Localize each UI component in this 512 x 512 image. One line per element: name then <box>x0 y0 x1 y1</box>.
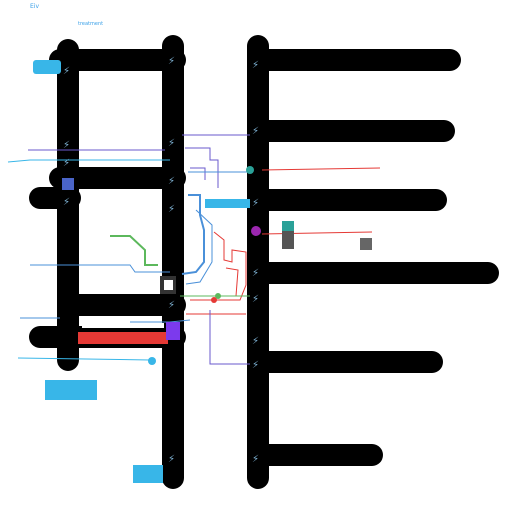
white-box-mid <box>164 280 173 290</box>
red-node-1 <box>211 297 217 303</box>
wires <box>7 134 381 365</box>
lightning-icon: ⚡ <box>168 300 175 311</box>
cyan-block-top-left <box>33 60 61 74</box>
horizontal-bars <box>29 49 499 466</box>
teal-device <box>282 221 294 231</box>
lightning-icon: ⚡ <box>252 60 259 71</box>
cyan-block-bottom-left <box>45 380 97 400</box>
wire-red-4 <box>225 267 239 297</box>
wire-purple-1 <box>28 134 250 151</box>
bar-glyphs: ⚡ ⚡ ⚡ ⚡ ⚡ ⚡ ⚡ ⚡ ⚡ ⚡ ⚡ ⚡ ⚡ ⚡ ⚡ ⚡ ⚡ ⚡ <box>63 56 259 465</box>
wire-blue-7 <box>209 310 250 365</box>
red-bar <box>78 332 168 344</box>
lightning-icon: ⚡ <box>252 268 259 279</box>
wire-cyan-1 <box>17 357 151 361</box>
components <box>33 60 372 483</box>
purple-node-1 <box>251 226 261 236</box>
lightning-icon: ⚡ <box>63 140 70 151</box>
lightning-icon: ⚡ <box>252 126 259 137</box>
white-strip <box>82 323 164 328</box>
lightning-icon: ⚡ <box>252 294 259 305</box>
lightning-icon: ⚡ <box>168 56 175 67</box>
vertical-bars <box>57 35 269 489</box>
wire-red-3 <box>190 231 247 301</box>
wire-blue-1 <box>7 159 170 163</box>
lightning-icon: ⚡ <box>63 66 70 77</box>
lightning-icon: ⚡ <box>168 204 175 215</box>
lightning-icon: ⚡ <box>252 360 259 371</box>
lightning-icon: ⚡ <box>252 198 259 209</box>
cyan-block-bottom <box>133 465 163 483</box>
wire-purple-2 <box>185 147 219 188</box>
lightning-icon: ⚡ <box>63 158 70 169</box>
top-caption: treatment <box>78 21 104 27</box>
violet-block <box>166 322 180 340</box>
wire-purple-3 <box>190 167 206 180</box>
wire-blue-3 <box>30 264 170 273</box>
lightning-icon: ⚡ <box>168 176 175 187</box>
lightning-icon: ⚡ <box>252 336 259 347</box>
wire-blue-6 <box>185 209 213 285</box>
blue-block-left <box>62 178 74 190</box>
corner-label: Eiv <box>30 3 40 10</box>
gray-device-2 <box>360 238 372 250</box>
cyan-bar-mid <box>205 199 250 208</box>
wire-red-1 <box>261 167 381 171</box>
blue-node-1 <box>246 166 254 174</box>
wire-green-1 <box>110 235 158 266</box>
lightning-icon: ⚡ <box>168 138 175 149</box>
lightning-icon: ⚡ <box>252 454 259 465</box>
cyan-node-end <box>148 357 156 365</box>
wire-blue-5 <box>181 194 205 275</box>
wire-red-2 <box>261 231 373 235</box>
lightning-icon: ⚡ <box>63 197 70 208</box>
green-node-1 <box>215 293 221 299</box>
lightning-icon: ⚡ <box>168 454 175 465</box>
